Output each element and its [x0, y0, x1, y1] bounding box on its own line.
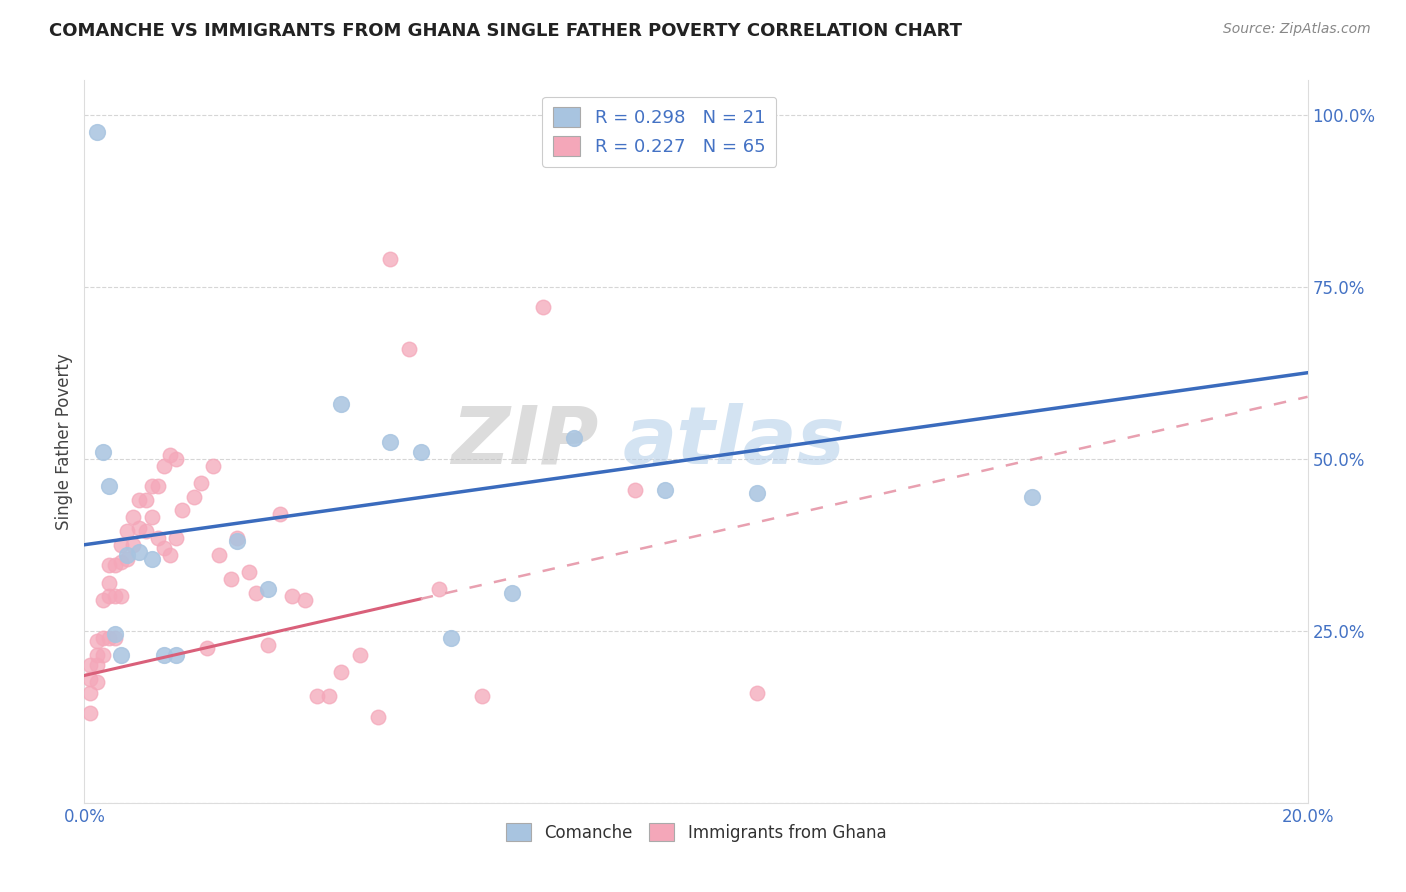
Point [409, 445, 432, 459]
Point [122, 510, 145, 524]
Point [1021, 490, 1043, 504]
Point [281, 590, 304, 604]
Point [380, 434, 402, 449]
Point [380, 252, 402, 267]
Legend: Comanche, Immigrants from Ghana: Comanche, Immigrants from Ghana [499, 817, 893, 848]
Point [146, 479, 169, 493]
Point [115, 524, 138, 538]
Point [367, 710, 389, 724]
Point [86, 648, 108, 662]
Point [305, 689, 328, 703]
Point [86, 125, 108, 139]
Point [153, 458, 176, 473]
Point [128, 520, 150, 534]
Point [128, 493, 150, 508]
Point [115, 548, 138, 562]
Text: atlas: atlas [623, 402, 845, 481]
Point [79, 672, 101, 686]
Point [97, 631, 120, 645]
Point [257, 582, 280, 597]
Point [269, 507, 291, 521]
Point [128, 544, 150, 558]
Text: ZIP: ZIP [451, 402, 598, 481]
Y-axis label: Single Father Poverty: Single Father Poverty [55, 353, 73, 530]
Point [226, 531, 249, 545]
Point [115, 551, 138, 566]
Point [86, 634, 108, 648]
Point [330, 397, 353, 411]
Point [562, 431, 585, 445]
Point [502, 586, 524, 600]
Point [257, 638, 280, 652]
Point [172, 503, 194, 517]
Point [747, 686, 769, 700]
Point [427, 582, 450, 597]
Point [91, 445, 114, 459]
Point [654, 483, 676, 497]
Point [141, 510, 163, 524]
Point [201, 458, 224, 473]
Point [624, 483, 647, 497]
Point [159, 448, 181, 462]
Point [318, 689, 340, 703]
Point [97, 575, 120, 590]
Point [104, 558, 127, 573]
Point [122, 538, 145, 552]
Point [398, 342, 420, 356]
Point [165, 531, 187, 545]
Point [226, 534, 249, 549]
Point [531, 301, 554, 315]
Point [91, 592, 114, 607]
Point [97, 479, 120, 493]
Point [146, 531, 169, 545]
Point [104, 627, 127, 641]
Point [219, 572, 242, 586]
Point [153, 648, 176, 662]
Point [159, 548, 181, 562]
Point [195, 640, 218, 655]
Text: Source: ZipAtlas.com: Source: ZipAtlas.com [1223, 22, 1371, 37]
Point [747, 486, 769, 500]
Point [86, 658, 108, 673]
Point [208, 548, 231, 562]
Point [110, 648, 132, 662]
Point [440, 631, 463, 645]
Point [141, 551, 163, 566]
Point [153, 541, 176, 556]
Point [97, 558, 120, 573]
Point [97, 590, 120, 604]
Point [110, 590, 132, 604]
Point [91, 631, 114, 645]
Point [330, 665, 353, 679]
Point [165, 648, 187, 662]
Point [110, 538, 132, 552]
Point [104, 631, 127, 645]
Point [86, 675, 108, 690]
Point [104, 590, 127, 604]
Point [135, 493, 157, 508]
Point [79, 686, 101, 700]
Point [165, 451, 187, 466]
Point [471, 689, 494, 703]
Point [79, 706, 101, 721]
Point [110, 555, 132, 569]
Point [183, 490, 205, 504]
Text: COMANCHE VS IMMIGRANTS FROM GHANA SINGLE FATHER POVERTY CORRELATION CHART: COMANCHE VS IMMIGRANTS FROM GHANA SINGLE… [49, 22, 962, 40]
Point [135, 524, 157, 538]
Point [190, 475, 212, 490]
Point [91, 648, 114, 662]
Point [294, 592, 316, 607]
Point [245, 586, 267, 600]
Point [79, 658, 101, 673]
Point [349, 648, 371, 662]
Point [238, 566, 260, 580]
Point [141, 479, 163, 493]
